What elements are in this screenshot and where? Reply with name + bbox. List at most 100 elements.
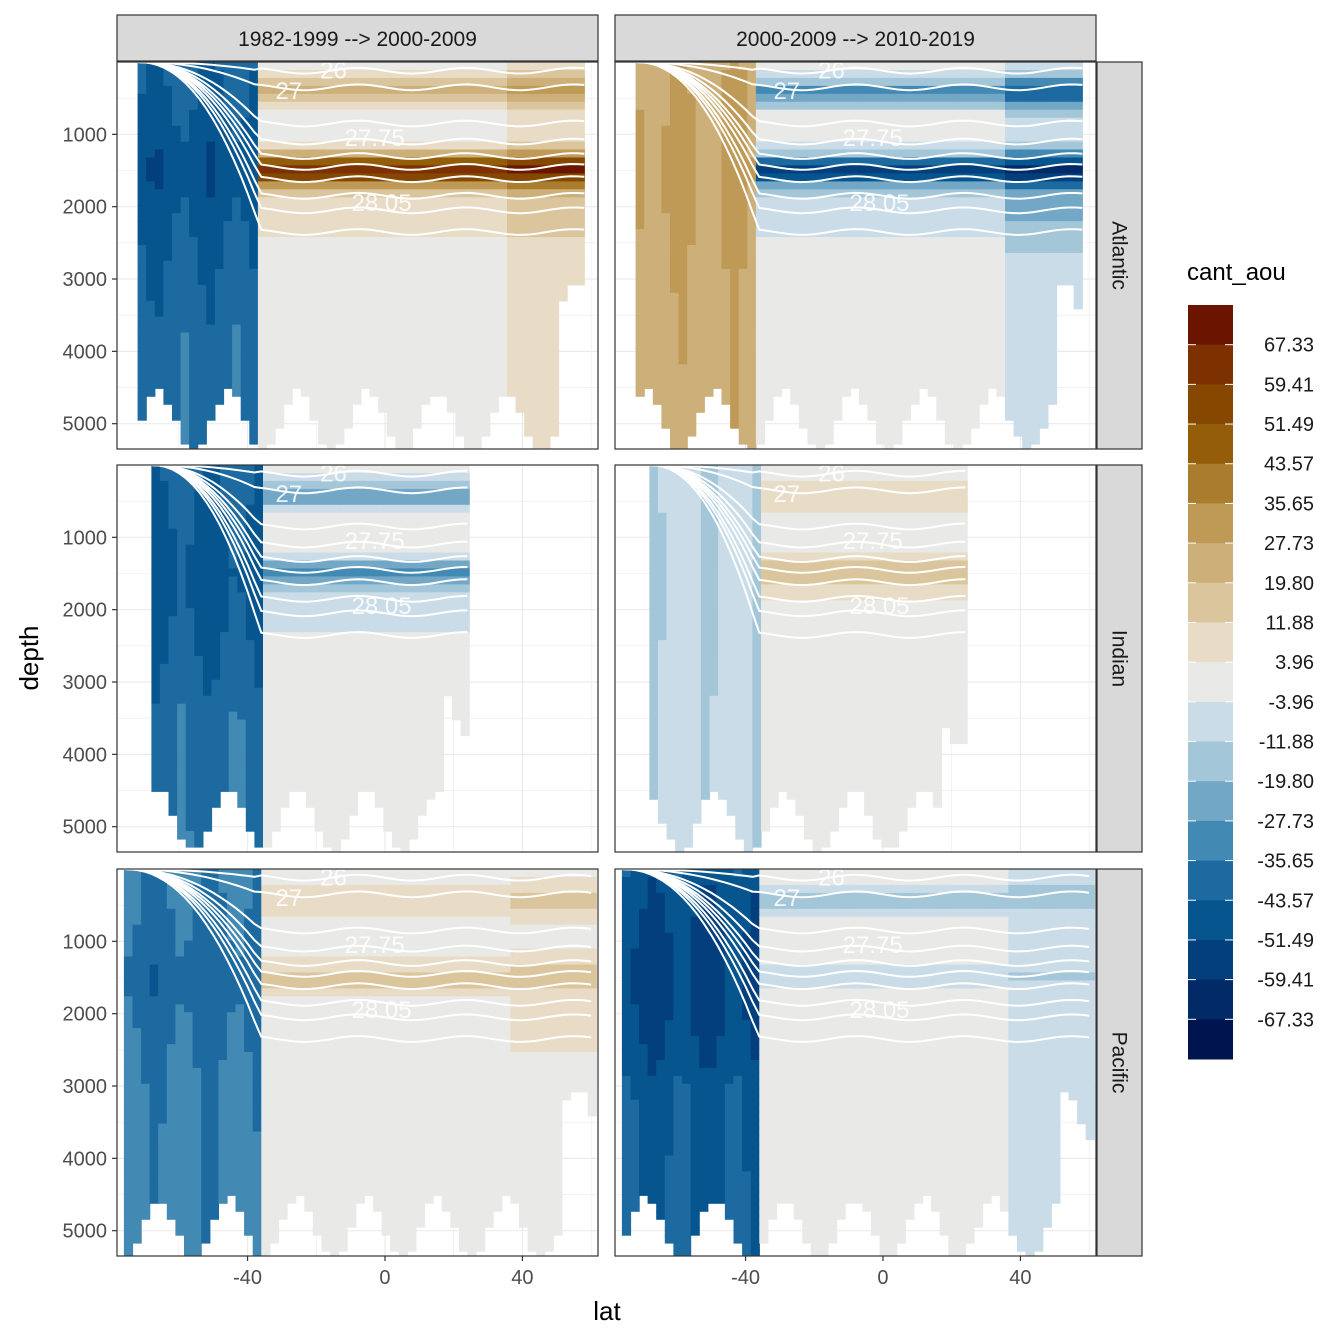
field-cell [635,316,645,326]
field-cell [309,372,319,381]
field-cell [798,157,808,167]
field-cell [541,109,551,119]
field-cell [1030,420,1040,429]
field-cell [884,77,894,87]
field-cell [558,284,568,294]
field-cell [1022,253,1032,262]
field-cell [163,229,173,238]
field-cell [318,141,328,151]
field-cell [549,245,560,254]
field-cell [927,340,937,350]
field-cell [172,213,182,222]
field-cell [876,101,886,111]
field-cell [446,364,456,373]
field-cell [275,396,285,405]
field-cell [194,576,204,585]
field-cell [893,268,903,278]
field-cell [154,340,164,350]
field-cell [489,404,499,413]
field-cell [1073,276,1083,286]
field-cell [549,356,560,365]
field-cell [962,245,972,254]
field-cell [867,324,877,334]
field-cell [807,181,817,190]
field-cell [712,221,723,230]
field-cell [455,197,465,206]
isopycnal-line [635,62,1083,128]
field-cell [979,348,989,358]
field-cell [489,372,499,381]
field-cell [901,260,912,270]
field-cell [532,62,542,71]
field-cell [464,260,474,270]
field-cell [360,260,371,270]
field-cell [168,671,178,681]
field-cell [532,221,542,230]
field-cell [962,197,972,206]
field-cell [177,815,187,824]
field-cell [893,149,903,159]
field-cell [159,711,170,721]
field-cell [987,133,997,143]
field-cell [154,324,164,334]
field-cell [858,372,869,381]
field-cell [489,117,499,127]
field-cell [764,396,774,405]
field-cell [687,109,697,119]
field-cell [901,189,912,198]
field-cell [841,101,851,111]
field-cell [876,70,886,79]
field-cell [678,157,688,167]
field-cell [1005,412,1015,421]
field-cell [438,77,448,87]
field-cell [549,292,560,302]
isopycnal-line [137,62,585,92]
field-cell [953,268,963,278]
field-cell [858,157,869,167]
field-cell [421,205,431,214]
field-cell [816,276,826,286]
field-cell [403,260,414,270]
field-cell [515,300,525,310]
field-cell [970,165,980,174]
isopycnal-line [635,62,1083,75]
field-cell [283,62,293,71]
field-cell [1030,300,1040,310]
field-cell [309,292,319,302]
field-cell [841,85,851,95]
field-cell [721,213,731,222]
field-cell [781,125,791,135]
field-cell [498,93,508,103]
field-cell [678,268,688,278]
field-cell [292,221,302,230]
field-cell [343,308,353,318]
field-cell [309,221,319,230]
field-cell [326,388,336,397]
field-cell [532,428,542,437]
field-cell [154,77,164,87]
field-cell [807,189,817,198]
field-cell [1013,109,1023,119]
field-cell [395,420,405,429]
field-cell [687,213,697,222]
field-cell [1039,292,1049,302]
field-cell [498,141,508,151]
field-cell [403,229,414,238]
field-cell [455,372,465,381]
field-cell [159,648,170,657]
field-cell [524,372,534,381]
field-cell [773,101,783,111]
field-cell [541,268,551,278]
field-cell [335,93,345,103]
field-cell [678,85,688,95]
isopycnal-label: 28.05 [849,190,909,217]
field-cell [635,189,645,198]
field-cell [249,213,259,222]
field-cell [412,221,422,230]
field-cell [481,332,491,342]
field-cell [292,348,302,358]
field-cell [962,372,972,381]
field-cell [369,324,379,334]
field-cell [996,101,1006,111]
field-cell [378,181,388,190]
